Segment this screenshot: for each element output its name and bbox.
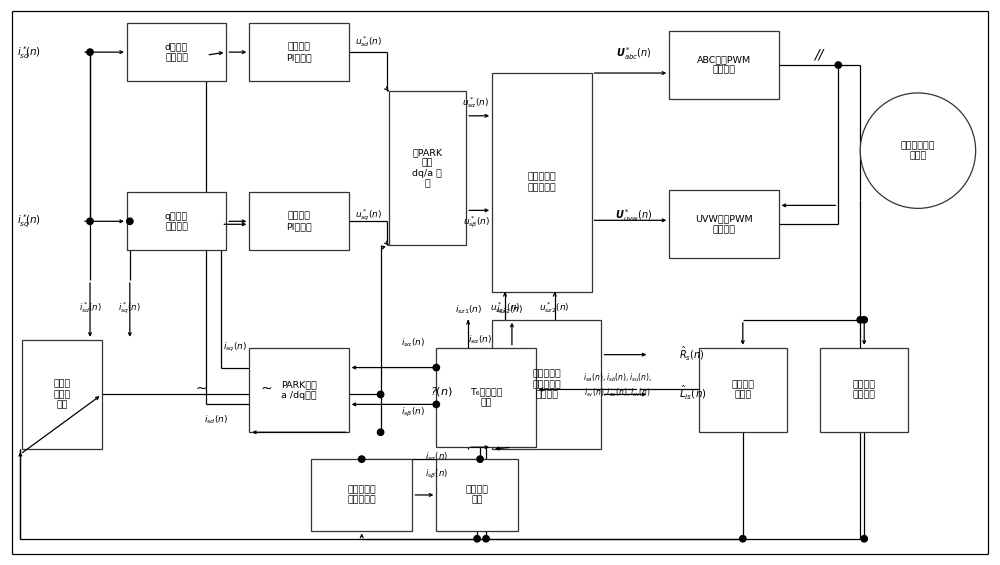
Text: T₆坐标变换
单元: T₆坐标变换 单元 — [470, 388, 502, 407]
Text: 谐波平面电
机参数在线
辨识单元: 谐波平面电 机参数在线 辨识单元 — [532, 370, 561, 399]
Text: 双三相异步感
应电机: 双三相异步感 应电机 — [901, 141, 935, 160]
Text: $i_{sd}^*(n)$: $i_{sd}^*(n)$ — [79, 301, 102, 315]
Circle shape — [358, 456, 365, 462]
Text: ~: ~ — [196, 381, 207, 395]
Text: $u_{sz1}^*(n)$: $u_{sz1}^*(n)$ — [490, 301, 520, 315]
Text: $i_{sq}^*\!\!(n)$: $i_{sq}^*\!\!(n)$ — [17, 212, 41, 230]
Text: PARK变换
a /dq单元: PARK变换 a /dq单元 — [281, 380, 317, 399]
Circle shape — [377, 392, 384, 398]
Text: $u_{sd}^*(n)$: $u_{sd}^*(n)$ — [355, 34, 382, 49]
Text: $i_{sz2}(n)$: $i_{sz2}(n)$ — [496, 303, 524, 316]
Text: $\hat{L}_{ls}(n)$: $\hat{L}_{ls}(n)$ — [679, 384, 707, 401]
Bar — [311, 459, 412, 531]
Text: $i_{sd}^*\!\!(n)$: $i_{sd}^*\!\!(n)$ — [17, 44, 41, 60]
Text: //: // — [814, 47, 823, 61]
Text: 转速信号
采样单元: 转速信号 采样单元 — [853, 380, 876, 399]
Text: $u_{sq}^*(n)$: $u_{sq}^*(n)$ — [355, 207, 382, 223]
Circle shape — [857, 316, 863, 323]
Bar — [127, 193, 226, 250]
Text: $i_{s\alpha}(n)$: $i_{s\alpha}(n)$ — [425, 451, 448, 463]
Circle shape — [433, 401, 439, 407]
Bar — [669, 190, 779, 258]
Text: $i_{s\beta}(n)$: $i_{s\beta}(n)$ — [401, 406, 425, 419]
Text: $\boldsymbol{U}_{uvw}^*(n)$: $\boldsymbol{U}_{uvw}^*(n)$ — [615, 207, 652, 224]
Circle shape — [835, 62, 842, 68]
Bar — [249, 347, 349, 432]
Circle shape — [87, 218, 93, 224]
Circle shape — [87, 49, 93, 55]
Bar — [492, 73, 592, 292]
Text: $i_{sz1}(n)$: $i_{sz1}(n)$ — [455, 303, 482, 316]
Text: 反PARK
变换
dq/a 单
元: 反PARK 变换 dq/a 单 元 — [412, 148, 442, 188]
Text: $i_{sv}(n), i_{su}(n), i_{sv}(n)$: $i_{sv}(n), i_{su}(n), i_{sv}(n)$ — [584, 386, 651, 399]
Bar — [669, 31, 779, 99]
Text: $u_{s\beta}^*(n)$: $u_{s\beta}^*(n)$ — [463, 215, 490, 230]
Circle shape — [377, 429, 384, 436]
Text: $i_{sq}(n)$: $i_{sq}(n)$ — [223, 341, 247, 354]
Bar — [22, 340, 102, 449]
Text: ABC三相PWM
调制单元: ABC三相PWM 调制单元 — [697, 55, 751, 75]
Text: d轴电流
误差单元: d轴电流 误差单元 — [165, 42, 188, 62]
Text: ~: ~ — [260, 381, 272, 395]
Text: q轴电流
误差单元: q轴电流 误差单元 — [165, 212, 188, 231]
Circle shape — [127, 218, 133, 224]
Bar — [820, 347, 908, 432]
Circle shape — [483, 536, 489, 542]
Text: $i_{sd}(n)$: $i_{sd}(n)$ — [204, 413, 228, 425]
Text: $i_{s\alpha}(n)$: $i_{s\alpha}(n)$ — [468, 333, 492, 346]
Text: $u_{sz2}^*(n)$: $u_{sz2}^*(n)$ — [539, 301, 570, 315]
Text: ?$(n)$: ?$(n)$ — [430, 385, 453, 398]
Circle shape — [861, 316, 867, 323]
Bar — [436, 347, 536, 447]
Circle shape — [477, 456, 483, 462]
Text: 死区补偿
单元: 死区补偿 单元 — [466, 485, 489, 505]
Text: 谐波平面电
压注入单元: 谐波平面电 压注入单元 — [527, 173, 556, 192]
Text: $i_{sa}(n), i_{sb}(n), i_{su}(n),$: $i_{sa}(n), i_{sb}(n), i_{su}(n),$ — [583, 371, 652, 384]
Circle shape — [860, 93, 976, 208]
Text: $\hat{R}_s(n)$: $\hat{R}_s(n)$ — [679, 344, 705, 362]
Circle shape — [740, 536, 746, 542]
Text: $i_{s\alpha}(n)$: $i_{s\alpha}(n)$ — [401, 336, 425, 349]
Text: $i_{s\beta}(n)$: $i_{s\beta}(n)$ — [425, 467, 448, 481]
Bar — [249, 23, 349, 81]
Text: 同步角
度计算
单元: 同步角 度计算 单元 — [54, 380, 71, 410]
Text: $i_{sq}^*(n)$: $i_{sq}^*(n)$ — [118, 300, 141, 316]
Text: 六相电流极
性判断单元: 六相电流极 性判断单元 — [347, 485, 376, 505]
Text: UVW三相PWM
调制单元: UVW三相PWM 调制单元 — [695, 215, 753, 234]
Bar — [436, 459, 518, 531]
Bar — [389, 91, 466, 245]
Text: $u_{s\alpha}^*(n)$: $u_{s\alpha}^*(n)$ — [462, 95, 490, 110]
Text: 相电流采
样单元: 相电流采 样单元 — [731, 380, 754, 399]
Bar — [492, 320, 601, 449]
Bar — [249, 193, 349, 250]
Bar — [127, 23, 226, 81]
Text: 转矩电流
PI调节器: 转矩电流 PI调节器 — [286, 212, 312, 231]
Circle shape — [433, 364, 439, 371]
Circle shape — [474, 536, 480, 542]
Bar — [699, 347, 787, 432]
Circle shape — [861, 536, 867, 542]
Text: 励磁电流
PI调节器: 励磁电流 PI调节器 — [286, 42, 312, 62]
Text: $\boldsymbol{U}_{abc}^*(n)$: $\boldsymbol{U}_{abc}^*(n)$ — [616, 45, 651, 62]
